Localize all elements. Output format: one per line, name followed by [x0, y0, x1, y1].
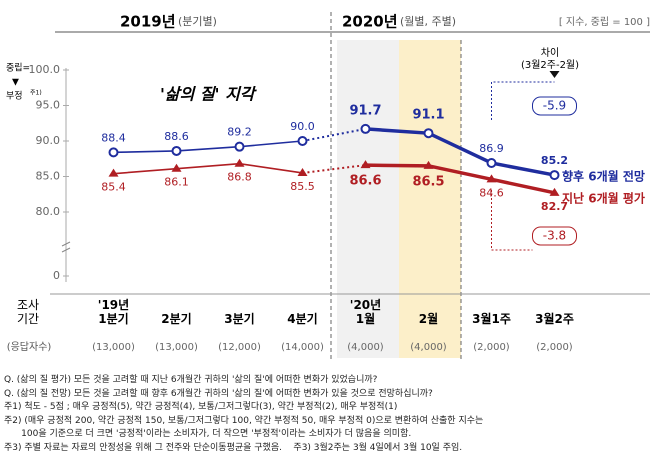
header-right: 2020년 [342, 13, 398, 31]
value-label: 85.4 [101, 181, 126, 194]
month-column [337, 40, 399, 358]
y-tick-label: 85.0 [36, 170, 61, 183]
y-tick-label: 100.0 [29, 63, 61, 76]
sample-size: (4,000) [410, 342, 447, 353]
point [549, 170, 560, 181]
diff-value: -3.8 [543, 229, 566, 243]
connector [302, 127, 366, 142]
series-line [113, 162, 303, 175]
y-label: 중립= [6, 63, 30, 74]
x-tick-label: '19년 1분기 [97, 298, 130, 326]
value-label: 86.9 [479, 142, 504, 155]
y-label-note: 주1) [30, 90, 42, 97]
series-line [365, 163, 555, 195]
sample-size: (12,000) [218, 342, 261, 353]
sample-size: (2,000) [536, 342, 573, 353]
diff-arrow [549, 71, 560, 78]
sample-size: (14,000) [281, 342, 324, 353]
point [423, 128, 434, 139]
sample-size: (4,000) [347, 342, 384, 353]
diff-bracket [491, 81, 555, 120]
diff-box [532, 96, 577, 116]
value-label: 85.5 [290, 180, 315, 193]
header-left-sub: (분기별) [178, 15, 217, 28]
value-label: 82.7 [541, 200, 568, 213]
point [297, 136, 308, 146]
legend-label: 향후 6개월 전망 [562, 169, 645, 184]
footnote: 주1) 척도 - 5점 ; 매우 긍정적(5), 약간 긍정적(4), 보통/그… [4, 402, 398, 413]
series-line [113, 140, 303, 154]
y-label: 부정 [6, 91, 23, 102]
sample-size: (13,000) [92, 342, 135, 353]
connector [302, 164, 366, 174]
value-label: 91.7 [349, 103, 381, 118]
x-tick-label: 2월 [418, 312, 439, 326]
x-tick-label: 4분기 [287, 312, 318, 326]
x-tick-label: 2분기 [161, 312, 192, 326]
series-line [365, 127, 555, 177]
value-label: 91.1 [412, 108, 444, 123]
point [486, 174, 497, 183]
value-label: 84.6 [479, 186, 504, 199]
value-label: 90.0 [290, 120, 315, 133]
value-label: 86.6 [349, 174, 381, 189]
point [423, 160, 434, 169]
value-label: 89.2 [227, 126, 252, 139]
footnote: 100을 기준으로 더 크면 '긍정적'이라는 소비자가, 더 작으면 '부정적… [4, 429, 412, 440]
point [549, 187, 560, 196]
point [360, 160, 371, 169]
header-left: 2019년 [120, 13, 176, 31]
diff-value: -5.9 [543, 99, 566, 113]
point [171, 145, 182, 156]
y-label: ▼ [12, 78, 19, 88]
chart-title: '삶의 질' 지각 [160, 85, 257, 104]
point [108, 168, 119, 177]
value-label: 86.5 [412, 174, 444, 189]
footnote: Q. (삶의 질 평가) 모든 것을 고려할 때 지난 6개월간 귀하의 '삶의… [4, 375, 378, 385]
footnote: 주2) (매우 긍정적 200, 약간 긍정적 150, 보통/그저그렇다 10… [4, 415, 484, 426]
diff-bracket [491, 190, 533, 251]
point [108, 147, 119, 158]
point [486, 158, 497, 169]
point [360, 123, 371, 134]
footnote: Q. (삶의 질 전망) 모든 것을 고려할 때 향후 6개월간 귀하의 '삶의… [4, 388, 433, 399]
footnote: 주3) 주별 자료는 자료의 안정성을 위해 그 전주와 단순이동평균을 구했음… [4, 443, 463, 453]
value-label: 88.4 [101, 131, 126, 144]
value-label: 86.1 [164, 176, 189, 189]
x-tick-label: 3월1주 [472, 312, 511, 326]
row-label: 조사 기간 [16, 298, 40, 326]
axis-break [61, 241, 71, 253]
sample-size: (13,000) [155, 342, 198, 353]
x-tick-label: 3월2주 [535, 312, 574, 326]
row-label: (응답자수) [6, 342, 52, 353]
y-tick-label: 90.0 [36, 134, 61, 147]
value-label: 86.8 [227, 171, 252, 184]
highlight-column [399, 40, 461, 358]
diff-box [532, 226, 577, 246]
value-label: 88.6 [164, 130, 189, 143]
y-tick-label: 0 [53, 269, 60, 282]
diff-title: 차이 (3월2주-2월) [520, 48, 580, 71]
legend-label: 지난 6개월 평가 [562, 190, 645, 205]
x-tick-label: 3분기 [224, 312, 255, 326]
x-tick-label: '20년 1월 [349, 298, 382, 326]
value-label: 85.2 [541, 154, 568, 167]
unit-note: [ 지수, 중립 = 100 ] [559, 15, 650, 28]
point [171, 163, 182, 172]
y-tick-label: 80.0 [36, 205, 61, 218]
header-right-sub: (월별, 주별) [400, 15, 456, 28]
y-tick-label: 95.0 [36, 99, 61, 112]
point [297, 167, 308, 176]
sample-size: (2,000) [473, 342, 510, 353]
point [234, 158, 245, 167]
point [234, 141, 245, 152]
